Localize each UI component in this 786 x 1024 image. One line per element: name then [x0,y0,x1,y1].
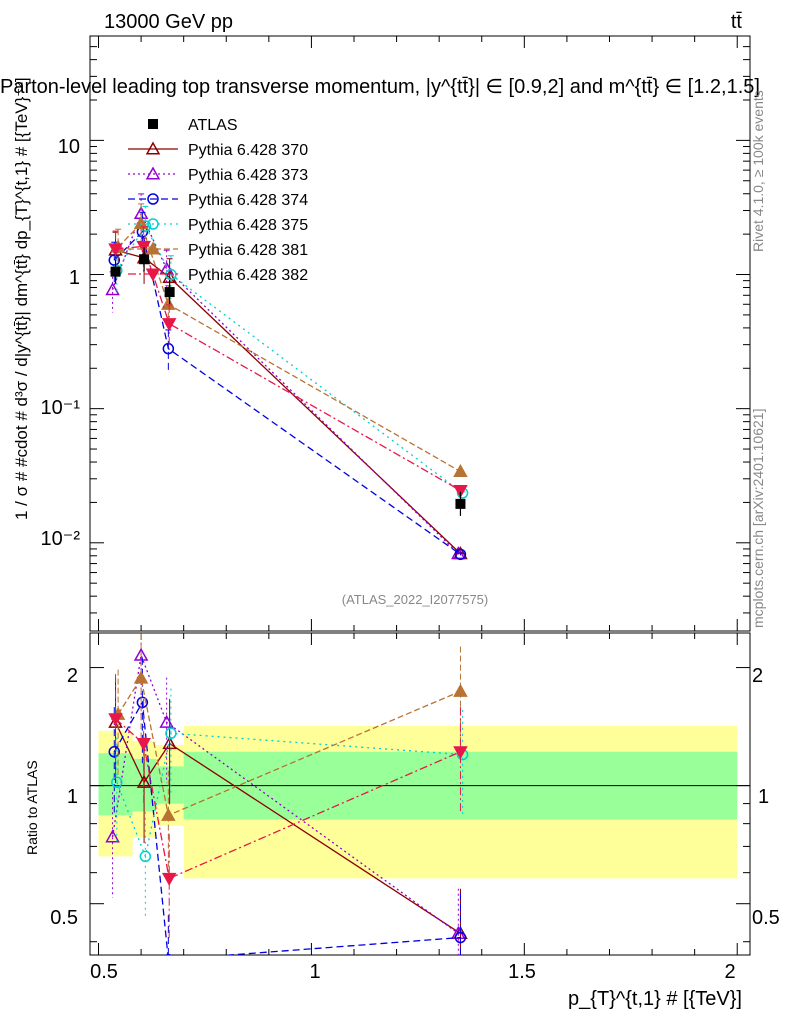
data-point [162,342,175,355]
ratio-point [136,738,151,752]
x-tick-label-1p5: 1.5 [508,961,536,983]
legend-marker [145,166,161,180]
ratio-uncertainty-bands [98,725,738,879]
ratio-point [111,776,123,789]
legend-marker [147,193,159,205]
analysis-tag: (ATLAS_2022_I2077575) [342,592,488,607]
data-point [108,254,121,266]
legend-label: Pythia 6.428 373 [188,167,308,184]
ratio-point [161,807,176,821]
data-point [105,282,120,296]
legend-marker-atlas [148,119,158,129]
data-point [161,318,177,332]
data-point [108,243,123,257]
data-point [133,215,149,230]
ratio-y-tick-label-1: 1 [67,786,78,808]
x-axis-title: p_{T}^{t,1} # [{TeV}] [568,988,742,1010]
mcplots-label: mcplots.cern.ch [arXiv:2401.10621] [750,409,766,628]
ratio-y-tick-label-2-right: 2 [752,665,763,687]
legend-label: Pythia 6.428 375 [188,217,308,234]
ratio-point [161,872,177,886]
y-tick-label-1: 1 [69,267,80,289]
atlas-point [110,266,121,277]
atlas-point [139,254,150,265]
ratio-line [111,652,459,934]
header-left: 13000 GeV pp [104,11,233,33]
data-point [453,485,468,499]
series-line [116,224,463,494]
series-line [115,245,461,492]
header-right: tt̄ [731,11,743,33]
data-point [454,548,467,561]
legend-entry-5: Pythia 6.428 381 [128,241,308,259]
legend-label: Pythia 6.428 370 [188,142,308,159]
ratio-y-tick-label-2: 2 [67,665,78,687]
ratio-point [164,953,172,955]
legend-label: Pythia 6.428 374 [188,192,308,209]
data-point [136,240,151,254]
ratio-series-pythia-6.428-375 [111,688,469,918]
ratio-panel-frame [89,632,751,956]
axis-ticks [90,35,750,955]
legend: ATLAS Pythia 6.428 370 Pythia 6.428 373 Pyt… [128,117,308,284]
ratio-point [139,850,152,863]
series-line [117,222,461,473]
legend-marker [147,218,159,230]
ratio-line [117,676,461,817]
main-panel-frame [89,35,751,632]
main-series-layer [105,193,469,561]
ratio-point [108,713,123,727]
series-line [111,211,459,555]
legend-label: Pythia 6.428 381 [188,242,308,259]
ratio-point [454,931,467,944]
x-tick-label-2: 2 [724,961,735,983]
ratio-line [115,718,461,880]
legend-entry-3: Pythia 6.428 374 [128,192,308,209]
legend-marker [145,268,161,282]
ratio-line [113,700,461,955]
ratio-point [136,774,152,788]
y-tick-label-0p1: 10⁻¹ [41,397,81,419]
ratio-point [133,647,149,661]
atlas-point [455,498,466,509]
legend-marker [145,141,161,155]
legend-label: Pythia 6.428 382 [188,267,308,284]
ratio-series-layer [105,633,469,955]
ratio-point [165,727,177,740]
ratio-point [159,714,174,728]
ratio-point [136,696,149,709]
y-tick-label-10: 10 [58,136,80,158]
legend-marker [145,241,161,255]
x-tick-label-1: 1 [309,961,320,983]
ratio-point [453,683,468,697]
ratio-point [105,829,120,843]
series-atlas [110,247,466,516]
legend-label: ATLAS [188,117,238,134]
ratio-point [108,746,121,758]
ratio-axis-title: Ratio to ATLAS [24,760,40,855]
data-point [161,296,176,310]
legend-entry-1: Pythia 6.428 370 [128,141,308,159]
ratio-y-tick-label-0p5-right: 0.5 [752,907,780,929]
atlas-point [164,287,175,298]
x-tick-label-0p5: 0.5 [90,961,118,983]
series-line [115,249,461,555]
ratio-y-tick-label-0p5: 0.5 [50,907,78,929]
legend-entry-0: ATLAS [148,117,238,134]
ratio-point [133,670,149,684]
data-point [453,463,468,478]
rivet-label: Rivet 4.1.0, ≥ 100k events [750,90,766,252]
ratio-series-pythia-6.428-382 [108,674,468,940]
ratio-point [453,746,468,760]
ratio-y-tick-label-1-right: 1 [758,786,769,808]
legend-entry-6: Pythia 6.428 382 [128,267,308,284]
chart-title: Parton-level leading top transverse mome… [0,76,760,98]
series-line [113,230,461,555]
legend-entry-2: Pythia 6.428 373 [128,166,308,184]
legend-entry-4: Pythia 6.428 375 [128,217,308,234]
y-tick-label-0p01: 10⁻² [41,528,81,550]
ratio-line [114,722,461,934]
y-axis-title: 1 / σ # #cdot # d³σ / d|y^{tt̄}| dm^{tt̄… [12,77,31,520]
